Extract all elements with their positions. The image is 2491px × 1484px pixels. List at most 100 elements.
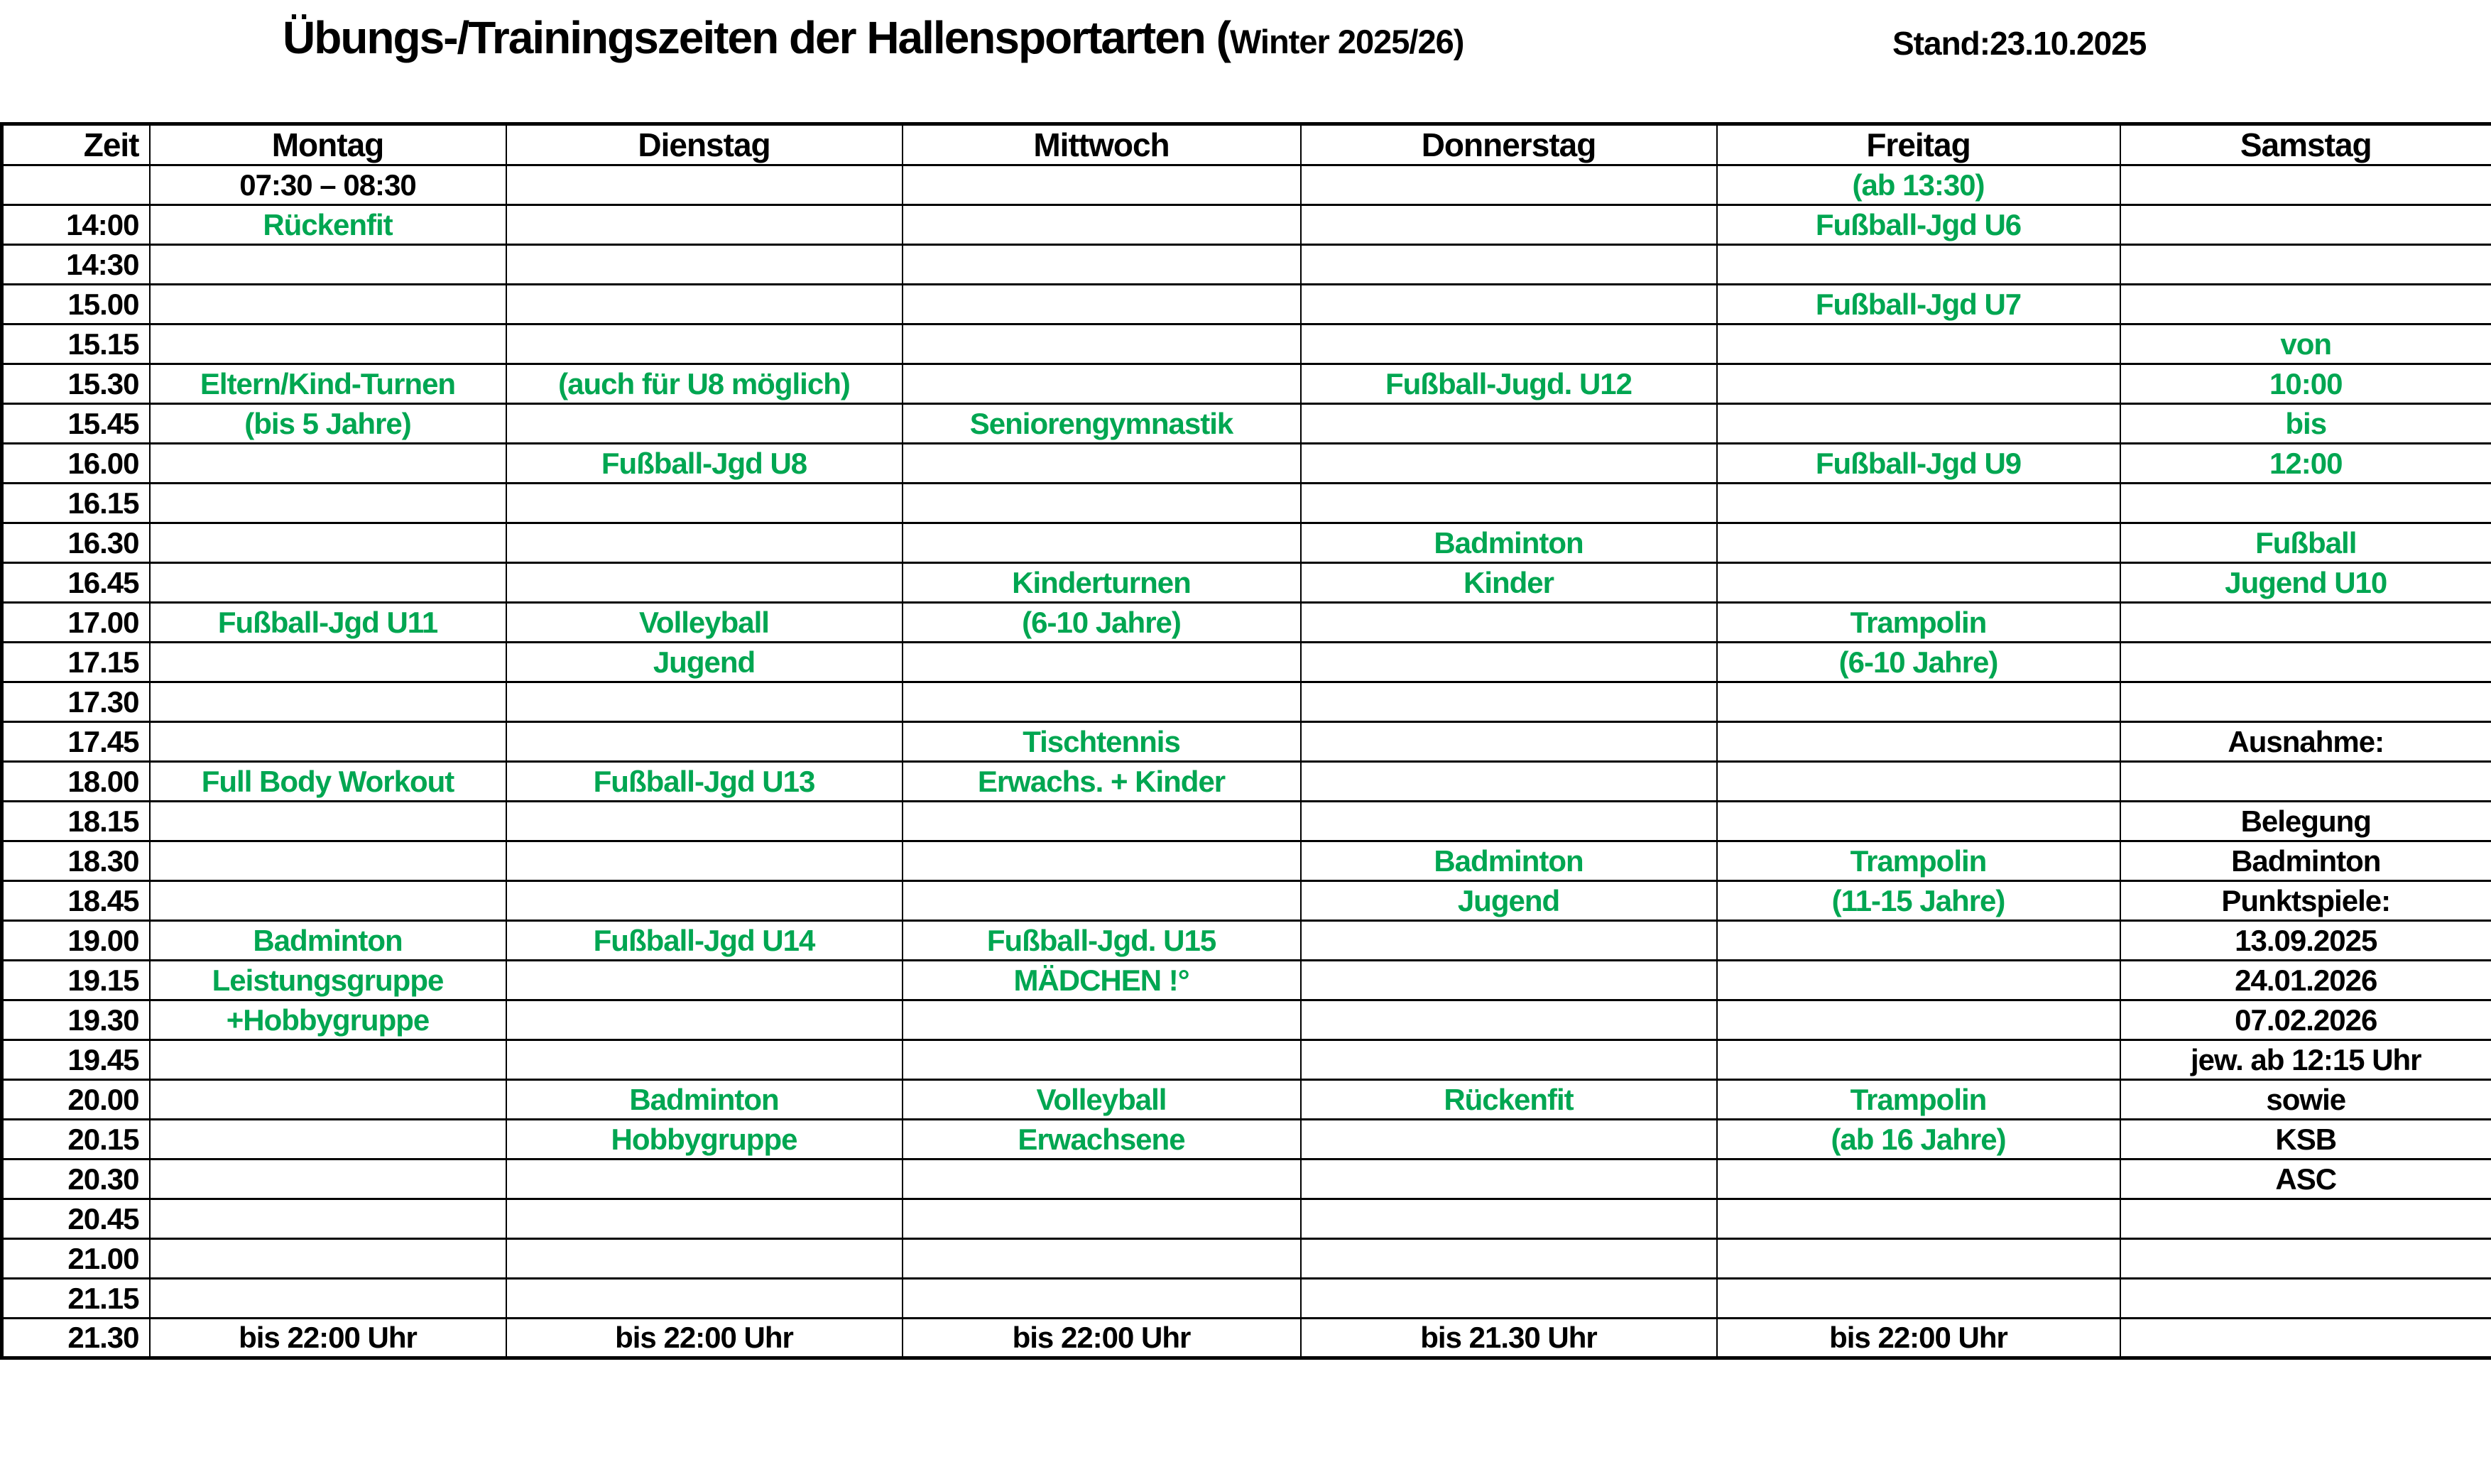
schedule-cell: Badminton — [505, 1079, 903, 1120]
schedule-cell — [901, 244, 1302, 285]
schedule-cell — [901, 204, 1302, 246]
table-row: 19.45 jew. ab 12:15 Uhr — [1, 1039, 2491, 1081]
table-row: 17.30 — [1, 681, 2491, 723]
column-header-freitag: Freitag — [1716, 123, 2121, 166]
schedule-cell — [505, 800, 903, 842]
column-header-zeit: Zeit — [1, 123, 151, 166]
schedule-cell: 24.01.2026 — [2119, 959, 2491, 1001]
schedule-cell — [148, 1039, 507, 1081]
schedule-cell: Ausnahme: — [2119, 721, 2491, 763]
schedule-cell: Fußball-Jgd. U15 — [901, 920, 1302, 961]
time-cell: 15.15 — [1, 323, 151, 365]
schedule-cell: Fußball-Jgd U6 — [1716, 204, 2121, 246]
column-header-montag: Montag — [148, 123, 507, 166]
schedule-table: Zeit Montag Dienstag Mittwoch Donnerstag Frei… — [0, 122, 2491, 1360]
schedule-cell — [1716, 800, 2121, 842]
schedule-cell — [505, 721, 903, 763]
schedule-cell — [148, 1079, 507, 1120]
table-row: 17.15 Jugend (6-10 Jahre) — [1, 641, 2491, 683]
schedule-cell: Erwachs. + Kinder — [901, 760, 1302, 802]
schedule-table-body: 07:30 – 08:30 (ab 13:30) 14:00 Rückenfit Fuß… — [1, 164, 2491, 1359]
schedule-cell: Jugend — [1299, 880, 1718, 922]
table-row: 19.30 +Hobbygruppe 07.02.2026 — [1, 999, 2491, 1041]
time-cell: 20.45 — [1, 1198, 151, 1240]
schedule-cell — [2119, 681, 2491, 723]
time-cell — [1, 164, 151, 206]
schedule-cell — [2119, 1198, 2491, 1240]
schedule-cell: Fußball-Jgd U11 — [148, 601, 507, 643]
schedule-cell — [1716, 244, 2121, 285]
schedule-cell — [1299, 1238, 1718, 1280]
schedule-cell: Tischtennis — [901, 721, 1302, 763]
table-row: 20.30 ASC — [1, 1158, 2491, 1200]
schedule-cell — [901, 641, 1302, 683]
schedule-cell: MÄDCHEN !° — [901, 959, 1302, 1001]
time-cell: 18.30 — [1, 840, 151, 882]
table-row: 21.30 bis 22:00 Uhr bis 22:00 Uhr bis 22:00… — [1, 1317, 2491, 1359]
schedule-cell — [505, 1158, 903, 1200]
schedule-cell: Fußball-Jgd U13 — [505, 760, 903, 802]
schedule-cell — [901, 283, 1302, 325]
table-row: 15.15 von — [1, 323, 2491, 365]
schedule-cell — [1716, 323, 2121, 365]
schedule-cell: Eltern/Kind-Turnen — [148, 363, 507, 405]
table-row: 17.45 Tischtennis Ausnahme: — [1, 721, 2491, 763]
time-cell: 14:00 — [1, 204, 151, 246]
schedule-cell — [148, 283, 507, 325]
header-row: Zeit Montag Dienstag Mittwoch Donnerstag Frei… — [1, 123, 2491, 166]
schedule-cell: Punktspiele: — [2119, 880, 2491, 922]
schedule-cell — [1299, 641, 1718, 683]
schedule-cell — [2119, 601, 2491, 643]
time-cell: 16.45 — [1, 562, 151, 604]
table-row: 15.30 Eltern/Kind-Turnen (auch für U8 mögl… — [1, 363, 2491, 405]
schedule-cell: (bis 5 Jahre) — [148, 403, 507, 444]
schedule-cell: Full Body Workout — [148, 760, 507, 802]
schedule-cell — [1299, 442, 1718, 484]
table-row: 20.15 Hobbygruppe Erwachsene (ab 16 Jahre) K… — [1, 1118, 2491, 1160]
schedule-cell: Fußball-Jgd U7 — [1716, 283, 2121, 325]
schedule-cell: 07:30 – 08:30 — [148, 164, 507, 206]
schedule-cell — [2119, 204, 2491, 246]
schedule-cell — [901, 880, 1302, 922]
schedule-cell — [1299, 323, 1718, 365]
schedule-cell — [1299, 403, 1718, 444]
schedule-cell — [148, 880, 507, 922]
schedule-cell — [148, 1238, 507, 1280]
table-row: 21.00 — [1, 1238, 2491, 1280]
schedule-cell — [148, 442, 507, 484]
table-row: 19.15 Leistungsgruppe MÄDCHEN !° 24.01.2026 — [1, 959, 2491, 1001]
schedule-cell — [1299, 1277, 1718, 1319]
column-header-donnerstag: Donnerstag — [1299, 123, 1718, 166]
schedule-table-head: Zeit Montag Dienstag Mittwoch Donnerstag Frei… — [1, 123, 2491, 166]
time-cell: 16.00 — [1, 442, 151, 484]
time-cell: 17.15 — [1, 641, 151, 683]
schedule-cell — [901, 482, 1302, 524]
schedule-cell — [901, 1277, 1302, 1319]
schedule-cell — [505, 1198, 903, 1240]
schedule-cell — [148, 1277, 507, 1319]
schedule-cell — [148, 323, 507, 365]
schedule-cell — [901, 999, 1302, 1041]
schedule-cell — [1299, 164, 1718, 206]
schedule-cell: Fußball-Jgd U8 — [505, 442, 903, 484]
schedule-cell — [505, 482, 903, 524]
table-row: 07:30 – 08:30 (ab 13:30) — [1, 164, 2491, 206]
schedule-cell — [505, 204, 903, 246]
schedule-cell — [1299, 1118, 1718, 1160]
schedule-cell — [1716, 363, 2121, 405]
schedule-cell — [1299, 800, 1718, 842]
schedule-cell: Rückenfit — [1299, 1079, 1718, 1120]
schedule-cell — [901, 840, 1302, 882]
schedule-cell — [1716, 482, 2121, 524]
schedule-cell: (ab 13:30) — [1716, 164, 2121, 206]
schedule-cell — [1716, 1039, 2121, 1081]
schedule-cell — [2119, 1238, 2491, 1280]
time-cell: 19.30 — [1, 999, 151, 1041]
schedule-cell: Fußball-Jgd U9 — [1716, 442, 2121, 484]
schedule-cell — [1716, 959, 2121, 1001]
time-cell: 14:30 — [1, 244, 151, 285]
schedule-cell — [505, 1277, 903, 1319]
schedule-cell: KSB — [2119, 1118, 2491, 1160]
column-header-samstag: Samstag — [2119, 123, 2491, 166]
time-cell: 18.15 — [1, 800, 151, 842]
